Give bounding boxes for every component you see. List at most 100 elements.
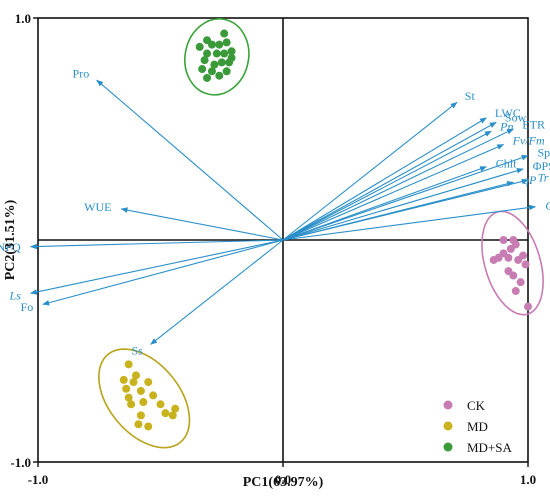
point-md bbox=[122, 384, 131, 393]
loading-label-fv-fm: Fv/Fm bbox=[512, 134, 545, 148]
point-md bbox=[161, 409, 170, 418]
point-ck bbox=[509, 271, 518, 280]
loading-label-sow: Sow bbox=[505, 111, 527, 125]
point-ck bbox=[521, 260, 530, 269]
point-md-sa bbox=[222, 38, 231, 47]
point-md bbox=[134, 420, 143, 429]
x-tick-label: 0.0 bbox=[275, 472, 291, 487]
point-md-sa bbox=[200, 56, 209, 65]
loading-label-pro: Pro bbox=[73, 67, 90, 81]
loading-arrow-lwc bbox=[282, 117, 487, 241]
loading-arrow-fo bbox=[42, 239, 284, 306]
loading-label-chlt: Chlt bbox=[496, 156, 517, 170]
score-points bbox=[119, 29, 532, 431]
point-ck bbox=[511, 287, 520, 296]
point-md bbox=[132, 371, 140, 380]
x-tick-label: 1.0 bbox=[520, 472, 536, 487]
y-tick-label: -1.0 bbox=[10, 455, 31, 470]
point-md bbox=[144, 422, 153, 431]
x-tick-label: -1.0 bbox=[28, 472, 49, 487]
point-md-sa bbox=[222, 67, 231, 76]
ellipse-ck bbox=[481, 210, 544, 316]
loading-label-ls: Ls bbox=[9, 288, 22, 302]
loading-arrow-etr bbox=[282, 128, 514, 241]
point-md-sa bbox=[198, 65, 207, 74]
point-md-sa bbox=[215, 40, 224, 49]
point-md-sa bbox=[227, 47, 236, 56]
loading-arrow-gs bbox=[282, 204, 537, 241]
point-md-sa bbox=[212, 49, 221, 58]
loading-label-qp: qP bbox=[523, 173, 537, 187]
point-md bbox=[171, 404, 180, 413]
point-md-sa bbox=[220, 29, 229, 38]
ellipse-md bbox=[98, 348, 191, 449]
loading-label-etr: ETR bbox=[522, 118, 545, 132]
point-ck bbox=[499, 236, 508, 244]
y-tick-label: 1.0 bbox=[15, 11, 31, 26]
loading-arrow-psii bbox=[282, 168, 524, 241]
loading-label-ss: Ss bbox=[132, 344, 144, 358]
point-ck bbox=[516, 278, 525, 287]
point-md-sa bbox=[210, 60, 219, 69]
loading-arrow-sow bbox=[282, 121, 497, 241]
point-md bbox=[119, 375, 128, 384]
point-md bbox=[127, 400, 136, 409]
loading-arrow-sp bbox=[282, 155, 529, 241]
point-ck bbox=[489, 255, 498, 264]
loading-vectors bbox=[29, 79, 537, 345]
legend-label-md: MD bbox=[467, 419, 488, 434]
point-md bbox=[124, 360, 133, 369]
ellipse-md-sa bbox=[184, 18, 250, 96]
loading-label-st: St bbox=[465, 89, 476, 103]
point-ck bbox=[519, 251, 528, 260]
point-md-sa bbox=[207, 40, 216, 49]
point-md-sa bbox=[207, 67, 216, 76]
legend-marker-md bbox=[443, 421, 453, 431]
point-md-sa bbox=[203, 49, 212, 58]
loading-label-lwc: LWC bbox=[495, 106, 521, 120]
loading-arrow-pn bbox=[282, 130, 492, 241]
loading-label-gs: Gs bbox=[545, 198, 550, 212]
point-md bbox=[168, 411, 177, 420]
loading-arrow-ls bbox=[29, 239, 284, 295]
point-md bbox=[124, 393, 133, 402]
x-axis-title: PC1(63.97%) bbox=[243, 475, 324, 490]
loading-arrow-npq bbox=[29, 239, 284, 250]
point-md-sa bbox=[220, 49, 229, 58]
legend-label-md-sa: MD+SA bbox=[467, 440, 513, 455]
point-md bbox=[136, 411, 145, 420]
point-md bbox=[129, 378, 138, 387]
point-md bbox=[136, 386, 145, 395]
legend-marker-ck bbox=[443, 400, 453, 410]
loading-label-sp: Sp bbox=[537, 145, 550, 159]
point-ck bbox=[524, 302, 532, 311]
point-md bbox=[149, 391, 158, 400]
point-md bbox=[156, 400, 165, 409]
loading-label-tr: Tr bbox=[538, 171, 549, 185]
axes: -1.0 0.0 1.0 1.0 -1.0 PC1(63.97%) PC2(31.51%) bbox=[3, 11, 536, 490]
loading-arrow-pro bbox=[96, 79, 284, 241]
point-md-sa bbox=[203, 73, 212, 82]
loading-arrow-tr bbox=[282, 178, 529, 241]
loading-label-wue: WUE bbox=[84, 200, 111, 214]
legend-marker-md-sa bbox=[443, 442, 453, 452]
point-md-sa bbox=[195, 42, 204, 51]
loading-arrow-fv-fm bbox=[282, 144, 505, 241]
loading-label-psii: ΦPSII bbox=[533, 159, 550, 173]
loading-label-npq: NPQ bbox=[0, 240, 21, 254]
loading-arrow-ss bbox=[150, 239, 284, 345]
legend: CK MD MD+SA bbox=[443, 398, 513, 455]
point-md-sa bbox=[215, 71, 224, 80]
point-md bbox=[139, 398, 148, 407]
loading-arrow-wue bbox=[120, 207, 284, 241]
point-ck bbox=[504, 253, 513, 262]
point-md-sa bbox=[227, 53, 236, 62]
legend-label-ck: CK bbox=[467, 398, 486, 413]
point-ck bbox=[506, 244, 515, 253]
loading-label-pn: Pn bbox=[499, 120, 513, 134]
point-md-sa bbox=[217, 58, 226, 67]
point-md bbox=[144, 378, 153, 387]
